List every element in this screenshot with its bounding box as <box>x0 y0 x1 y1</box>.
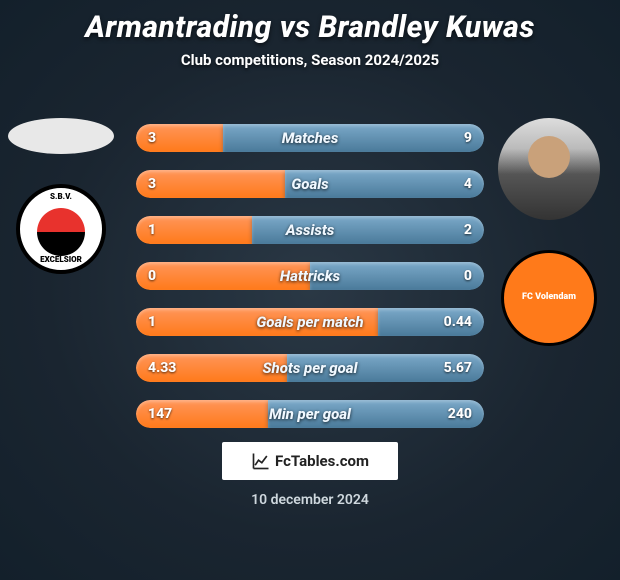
stat-value-left: 3 <box>148 170 156 198</box>
stat-row: 4.335.67Shots per goal <box>136 354 484 382</box>
stat-row: 10.44Goals per match <box>136 308 484 336</box>
stat-value-right: 240 <box>448 400 472 428</box>
subtitle: Club competitions, Season 2024/2025 <box>0 51 620 69</box>
bar-right-fill <box>285 170 484 198</box>
bar-left-fill <box>136 170 285 198</box>
stat-row: 34Goals <box>136 170 484 198</box>
left-player-column: S.B.V. EXCELSIOR <box>8 118 114 274</box>
bar-right-fill <box>310 262 484 290</box>
stat-value-right: 2 <box>464 216 472 244</box>
footer-label: FcTables.com <box>275 452 369 470</box>
stat-row: 12Assists <box>136 216 484 244</box>
stat-value-right: 9 <box>464 124 472 152</box>
stat-row: 147240Min per goal <box>136 400 484 428</box>
bar-left-fill <box>136 262 310 290</box>
club-badge-text: EXCELSIOR <box>40 255 82 264</box>
stat-value-right: 0.44 <box>444 308 472 336</box>
player-right-club-badge: FC Volendam <box>501 250 597 346</box>
club-badge-text: FC Volendam <box>522 293 576 303</box>
stat-value-left: 1 <box>148 308 156 336</box>
stat-row: 39Matches <box>136 124 484 152</box>
stat-value-left: 0 <box>148 262 156 290</box>
player-left-club-badge: S.B.V. EXCELSIOR <box>16 184 106 274</box>
bar-right-fill <box>223 124 484 152</box>
stat-value-left: 3 <box>148 124 156 152</box>
right-player-column: FC Volendam <box>496 118 602 346</box>
fctables-logo[interactable]: FcTables.com <box>222 442 398 480</box>
stat-value-right: 4 <box>464 170 472 198</box>
stat-value-left: 1 <box>148 216 156 244</box>
stat-value-left: 4.33 <box>148 354 176 382</box>
stat-row: 00Hattricks <box>136 262 484 290</box>
stat-value-right: 0 <box>464 262 472 290</box>
page-title: Armantrading vs Brandley Kuwas <box>0 0 620 45</box>
date-label: 10 december 2024 <box>0 492 620 508</box>
club-badge-text: S.B.V. <box>50 193 72 201</box>
bar-left-fill <box>136 308 378 336</box>
stats-bars: 39Matches34Goals12Assists00Hattricks10.4… <box>136 124 484 446</box>
player-left-avatar <box>8 118 114 154</box>
chart-icon <box>251 451 271 471</box>
bar-right-fill <box>252 216 484 244</box>
player-right-avatar <box>498 118 600 220</box>
stat-value-right: 5.67 <box>444 354 472 382</box>
stat-value-left: 147 <box>148 400 172 428</box>
